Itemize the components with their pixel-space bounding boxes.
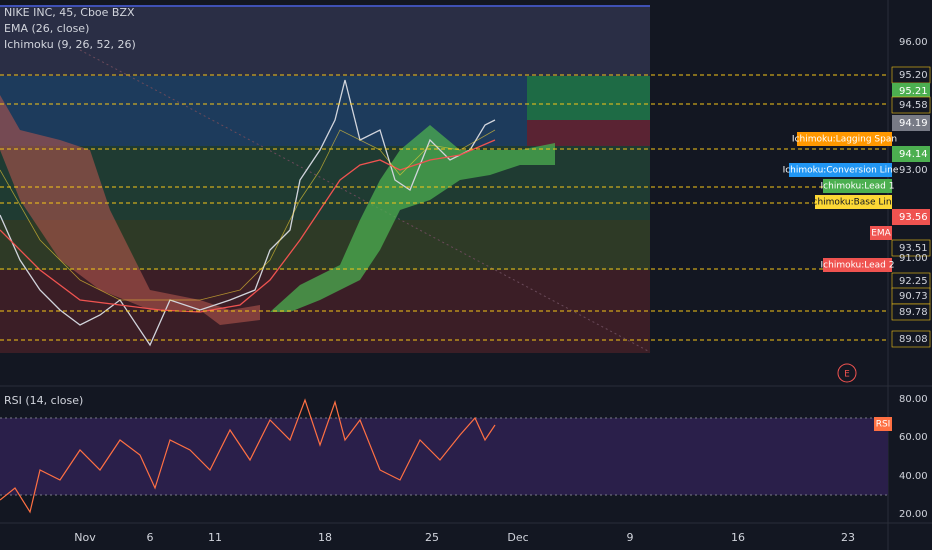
price-label: 94.19 — [899, 118, 928, 129]
rsi-title: RSI (14, close) — [4, 394, 83, 407]
rsi-tag — [874, 417, 892, 431]
indicator-tag-label: Ichimoku:Lagging Span — [792, 135, 897, 145]
indicator-tag-label: EMA — [871, 229, 891, 239]
price-tag — [892, 83, 930, 99]
indicator-tag-label: Ichimoku:Lead 2 — [821, 261, 895, 271]
region — [527, 120, 650, 146]
price-label: 91.00 — [899, 253, 928, 264]
price-tag — [891, 239, 931, 257]
rsi-axis-label: 20.00 — [899, 509, 928, 520]
indicator-label: EMA (26, close) — [4, 22, 89, 35]
price-tag — [892, 209, 930, 225]
rsi-axis-label: 80.00 — [899, 394, 928, 405]
event-marker[interactable]: E — [844, 370, 850, 380]
rsi-line — [0, 398, 496, 514]
region — [0, 6, 650, 76]
price-label: 96.00 — [899, 37, 928, 48]
time-label: 11 — [208, 531, 222, 544]
ichimoku-cloud — [0, 95, 260, 325]
time-label: Dec — [507, 531, 528, 544]
price-label: 93.00 — [899, 165, 928, 176]
price-label: 92.25 — [899, 276, 928, 287]
indicator-tag — [823, 258, 892, 272]
price-label: 95.21 — [899, 86, 928, 97]
indicator-tag — [789, 163, 892, 177]
indicator-tag — [815, 195, 892, 209]
price-tag — [891, 96, 931, 114]
price-label: 93.51 — [899, 243, 928, 254]
price-label: 94.14 — [899, 149, 928, 160]
indicator-tag — [797, 132, 892, 146]
price-tag — [891, 303, 931, 321]
region — [0, 76, 527, 146]
rsi-tag-label: RSI — [876, 420, 891, 430]
indicator-tag — [823, 179, 892, 193]
indicator-tag-label: Ichimoku:Conversion Line — [783, 166, 899, 176]
price-label: 94.58 — [899, 100, 928, 111]
indicator-tag-label: Ichimoku:Base Line — [810, 198, 898, 208]
time-label: 18 — [318, 531, 332, 544]
price-label: 89.08 — [899, 334, 928, 345]
time-label: 6 — [147, 531, 154, 544]
time-label: 16 — [731, 531, 745, 544]
base-line — [0, 129, 496, 301]
price-tag — [892, 146, 930, 162]
price-label: 89.78 — [899, 307, 928, 318]
time-label: 9 — [627, 531, 634, 544]
time-label: Nov — [74, 531, 96, 544]
symbol-title: NIKE INC, 45, Cboe BZX — [4, 6, 135, 19]
price-line — [0, 79, 496, 347]
event-icon[interactable] — [837, 363, 857, 383]
indicator-tag — [870, 226, 892, 240]
ichimoku-cloud — [270, 125, 555, 312]
region — [527, 76, 650, 120]
rsi-axis-label: 40.00 — [899, 471, 928, 482]
price-label: 93.56 — [899, 212, 928, 223]
indicator-tag-label: Ichimoku:Lead 1 — [821, 182, 895, 192]
ema-line — [0, 139, 496, 313]
price-label: 90.73 — [899, 291, 928, 302]
rsi-axis-label: 60.00 — [899, 432, 928, 443]
price-tag — [891, 330, 931, 348]
rsi-band — [0, 418, 888, 495]
indicator-label: Ichimoku (9, 26, 52, 26) — [4, 38, 136, 51]
level-lines — [0, 74, 888, 341]
price-tag — [892, 115, 930, 131]
time-label: 25 — [425, 531, 439, 544]
time-label: 23 — [841, 531, 855, 544]
price-label: 95.20 — [899, 70, 928, 81]
